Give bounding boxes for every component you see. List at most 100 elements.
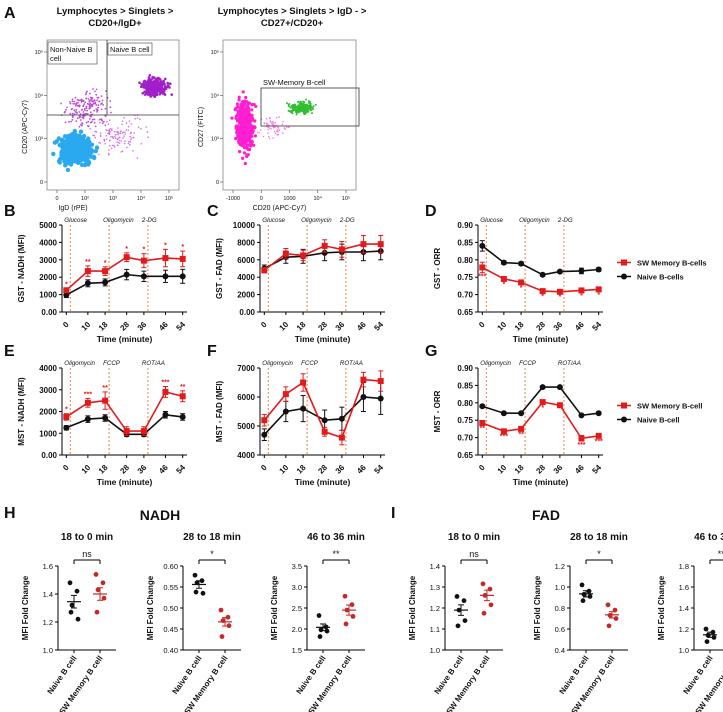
significance-marker: ** [480,426,486,433]
flow-title-line: CD20+/IgD+ [88,18,142,29]
x-tick-label: 0 [61,320,71,330]
gate-label-sw: SW-Memory B-cell [263,78,326,87]
treatment-label: ROT/AA [142,360,165,367]
y-tick-label: 0.85 [457,381,473,390]
y-axis-label: MFI Fold Change [408,575,417,640]
flow-cytometry-plots: Lymphocytes > Singlets >CD20+/IgD+ Non-Na… [22,6,367,212]
data-point [317,634,323,639]
x-tick-label: 10 [496,320,509,333]
data-point [360,376,367,383]
x-tick-label: 46 [157,320,170,333]
data-point [481,610,487,616]
data-point [140,428,147,435]
treatment-label: FCCP [519,360,537,367]
data-point [578,287,585,294]
y-axis-label: GST - NADH (MFI) [17,234,26,302]
data-point [162,273,169,280]
significance-marker: ** [180,384,186,391]
group-sw-memory [93,572,107,615]
treatment-label: Glucose [262,217,285,224]
y-tick-label: 0.45 [163,625,178,634]
x-tick-label: 36 [136,320,149,333]
data-point [595,410,602,417]
nadh-title: NADH [140,507,180,523]
flow-x-tick-label: 10² [81,196,89,202]
y-tick-label: 7000 [237,364,255,373]
flow-y-label: CD27 (FITC) [198,107,205,147]
data-point [587,594,593,599]
flow-x-label: IgD (rPE) [58,205,87,212]
data-point [488,602,494,608]
sig-label: * [210,549,214,559]
data-point [578,435,585,442]
group-naive [454,594,468,629]
flow-y-tick-label: 10⁵ [211,49,219,56]
flow-x-tick-label: 1000 [283,196,295,202]
y-tick-label: 2.0 [292,625,302,634]
y-tick-label: 6000 [237,393,255,402]
data-point [321,428,328,435]
significance-marker: *** [577,442,585,449]
sig-label: ns [82,549,92,559]
significance-marker: * [65,282,68,289]
y-tick-label: 0.60 [163,562,178,571]
x-tick-label: 0 [259,320,269,330]
y-tick-label: 10000 [233,221,256,230]
significance-marker: * [559,294,562,301]
treatment-label: Oligomycin [301,217,332,224]
data-point [454,594,460,599]
x-tick-label: 18 [513,463,526,476]
y-tick-label: 1.2 [43,618,53,627]
y-tick-label: 1.0 [43,646,53,655]
y-axis-label: MFI Fold Change [533,575,542,640]
data-point [556,384,563,391]
data-point [580,598,586,604]
series-naive [479,240,602,278]
sig-label: *** [718,549,723,559]
treatment-label: Oligomycin [262,360,293,367]
legend-label-sw: SW Memory B-cell [637,402,702,411]
data-point [479,403,486,410]
data-point [316,613,322,618]
chart-f: 4000 5000 6000 7000 0 10 18 28 36 46 54 Time (minut… [215,360,385,487]
data-point [102,279,109,286]
data-point [162,411,169,418]
flow-title-line: CD27+/CD20+ [261,18,324,29]
data-point [595,286,602,293]
y-axis-label: GST - FAD (MFI) [215,238,224,299]
significance-marker: * [502,282,505,289]
panel-label-d: D [425,203,437,220]
data-point [578,412,585,419]
flow-plot-1: Lymphocytes > Singlets >CD20+/IgD+ Non-Na… [22,6,180,212]
treatment-label: 2-DG [141,217,157,224]
significance-marker: * [541,405,544,412]
fold-chart-4: 18 to 0 min 1.0 1.1 1.2 1.3 1.4 MFI Fold Chang… [408,532,503,712]
significance-marker: *** [500,434,508,441]
chart-b: 0.00 1000 2000 3000 4000 5000 0 10 18 28 36 46 54 Tim… [17,217,187,344]
x-tick-label: 10 [80,320,93,333]
data-point [179,413,186,420]
data-point [63,424,70,431]
data-point [479,264,486,271]
x-tick-label: 0 [259,463,269,473]
data-point [282,250,289,257]
data-point [63,413,70,420]
y-tick-label: 1000 [39,429,57,438]
legend: SW Memory B-cell Naive B-cell [617,402,702,425]
legend-label-sw: SW Memory B-cells [637,259,707,268]
chart-g: 0.65 0.70 0.75 0.80 0.85 0.90 0 10 18 28 36 46 54 Tim… [433,360,702,487]
data-point [455,623,461,629]
x-tick-label: 10 [80,463,93,476]
y-tick-label: 1.0 [555,583,565,592]
data-point [360,241,367,248]
flow-y-tick-label: 0 [216,180,219,186]
x-tick-label: 54 [372,463,385,476]
data-point [338,415,345,422]
significance-marker: * [65,407,68,414]
data-point [518,410,525,417]
gate-label-box [47,41,98,65]
flow-x-tick-label: 10⁵ [342,195,350,202]
data-point [261,267,268,274]
data-point [102,415,109,422]
flow-x-tick-label: 10⁵ [165,195,173,202]
